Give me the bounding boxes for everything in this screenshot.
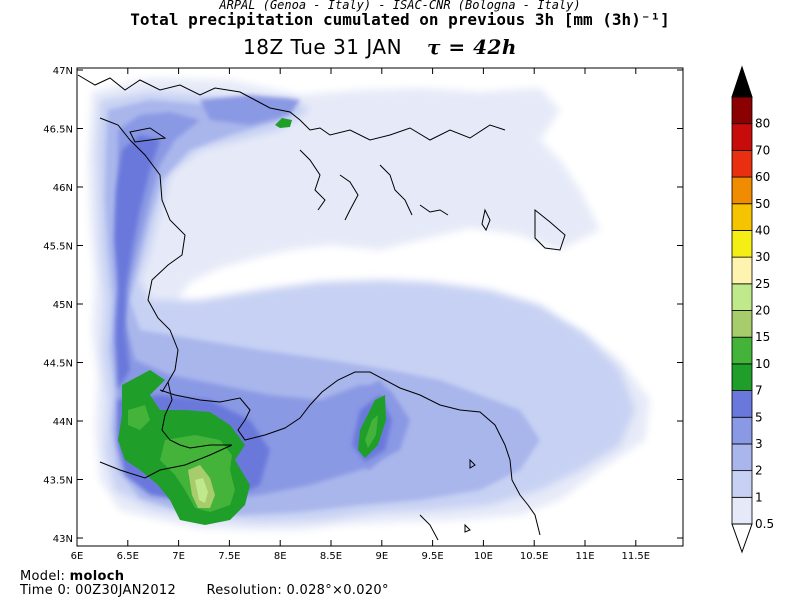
legend-color-box [731, 149, 753, 178]
legend-level-label: 3 [755, 437, 763, 451]
legend-level-label: 1 [755, 490, 763, 504]
model-label: Model: [20, 569, 66, 584]
island [464, 523, 471, 533]
lon-tick-label: 11.5E [622, 551, 651, 562]
lake-shore [339, 174, 359, 221]
lat-tick-label: 43.5N [43, 476, 73, 487]
legend-level-label: 15 [755, 330, 770, 344]
lat-tick-label: 45.5N [43, 242, 73, 253]
lat-tick-label: 46.5N [43, 125, 73, 136]
lon-tick-label: 9.5E [421, 551, 443, 562]
legend-color-box [731, 123, 753, 151]
precip-area-7mm-north [275, 118, 292, 128]
lon-tick-label: 6E [71, 551, 84, 562]
lat-tick-label: 47N [53, 66, 73, 77]
lake-shore [534, 208, 566, 251]
lon-tick-label: 9E [375, 551, 388, 562]
legend-color-box [731, 203, 753, 231]
precip-area-3mm-north [200, 95, 300, 125]
legend-level-label: 2 [755, 464, 763, 478]
precip-area-10mm-east [365, 415, 378, 448]
legend-level-label: 70 [755, 143, 770, 157]
island [469, 458, 476, 469]
legend-color-box [731, 443, 753, 472]
legend-level-label: 60 [755, 170, 770, 184]
forecast-time-line: 18Z Tue 31 JAN τ = 42h [0, 35, 760, 59]
precip-area-5mm [114, 135, 160, 390]
national-border-coast [161, 381, 232, 449]
coastlines-borders [77, 74, 566, 541]
legend-level-label: 7 [755, 384, 763, 398]
lat-tick-label: 43N [53, 534, 73, 545]
longitude-axis: 6E 6.5E 7E 7.5E 8E 8.5E 9E 9.5E 10E 10.5E 11E 11.5E [71, 551, 650, 562]
legend-color-box [731, 96, 753, 125]
lon-tick-label: 7E [172, 551, 185, 562]
forecast-lead-label: τ = 42h [426, 35, 517, 59]
legend-level-label: 25 [755, 277, 770, 291]
legend-level-label: 20 [755, 304, 770, 318]
plot-frame [76, 67, 684, 547]
model-line: Model: moloch [20, 569, 124, 584]
resolution-value: 0.028°×0.020° [286, 583, 389, 598]
lon-tick-label: 10E [474, 551, 493, 562]
national-border-west [99, 117, 186, 393]
precip-area-20mm [195, 478, 208, 503]
lake-shore [379, 164, 413, 216]
time0-label: Time 0: [20, 583, 71, 598]
legend-level-label: 5 [755, 410, 763, 424]
valid-time-label: 18Z Tue 31 JAN [243, 35, 403, 59]
national-border-north [77, 74, 506, 141]
lon-tick-label: 6.5E [117, 551, 139, 562]
legend-color-box [731, 256, 753, 285]
lon-tick-label: 7.5E [218, 551, 240, 562]
run-info-line: Time 0: 00Z30JAN2012 Resolution: 0.028°×… [20, 583, 389, 598]
corsica-coast [419, 514, 439, 541]
legend-color-box [731, 416, 753, 445]
legend-level-label: 30 [755, 250, 770, 264]
lake-shore [299, 149, 326, 211]
lon-tick-label: 8.5E [320, 551, 342, 562]
legend-color-box [731, 363, 753, 391]
legend-level-label: 40 [755, 223, 770, 237]
legend-under-triangle [731, 523, 753, 554]
legend-level-label: 0.5 [755, 517, 774, 531]
precip-area-10mm-west [128, 405, 150, 430]
latitude-axis: 47N 46.5N 46N 45.5N 45N 44.5N 44N 43.5N 43N [43, 66, 73, 545]
legend-color-box [731, 470, 753, 498]
coastline-riviera [99, 444, 233, 479]
model-name: moloch [69, 569, 125, 584]
source-line: ARPAL (Genoa - Italy) - ISAC-CNR (Bologn… [219, 0, 581, 12]
legend-color-box [731, 336, 753, 365]
lat-tick-label: 44N [53, 417, 73, 428]
axis-ticks [76, 68, 683, 546]
chart-title: Total precipitation cumulated on previou… [130, 10, 670, 29]
lat-tick-label: 44.5N [43, 359, 73, 370]
precipitation-legend: 0.5 1 2 3 5 7 10 15 20 25 30 40 50 60 70 80 [731, 65, 774, 554]
lake-shore [129, 127, 167, 143]
time0-value: 00Z30JAN2012 [75, 583, 177, 598]
lat-tick-label: 45N [53, 300, 73, 311]
legend-color-box [731, 176, 753, 205]
legend-color-box [731, 230, 753, 258]
legend-color-box [731, 310, 753, 338]
lake-shore [481, 208, 491, 232]
legend-level-label: 80 [755, 117, 770, 131]
legend-over-triangle [731, 65, 753, 98]
lon-tick-label: 8E [274, 551, 287, 562]
lat-tick-label: 46N [53, 183, 73, 194]
legend-level-label: 10 [755, 357, 770, 371]
lon-tick-label: 10.5E [520, 551, 549, 562]
resolution-label: Resolution: [206, 583, 283, 598]
legend-level-label: 50 [755, 197, 770, 211]
lon-tick-label: 11E [575, 551, 594, 562]
legend-color-box [731, 496, 753, 525]
precipitation-field [88, 78, 650, 530]
coastline-ligurian [159, 371, 541, 536]
legend-color-box [731, 283, 753, 311]
lake-shore [419, 204, 449, 216]
legend-color-box [731, 390, 753, 418]
